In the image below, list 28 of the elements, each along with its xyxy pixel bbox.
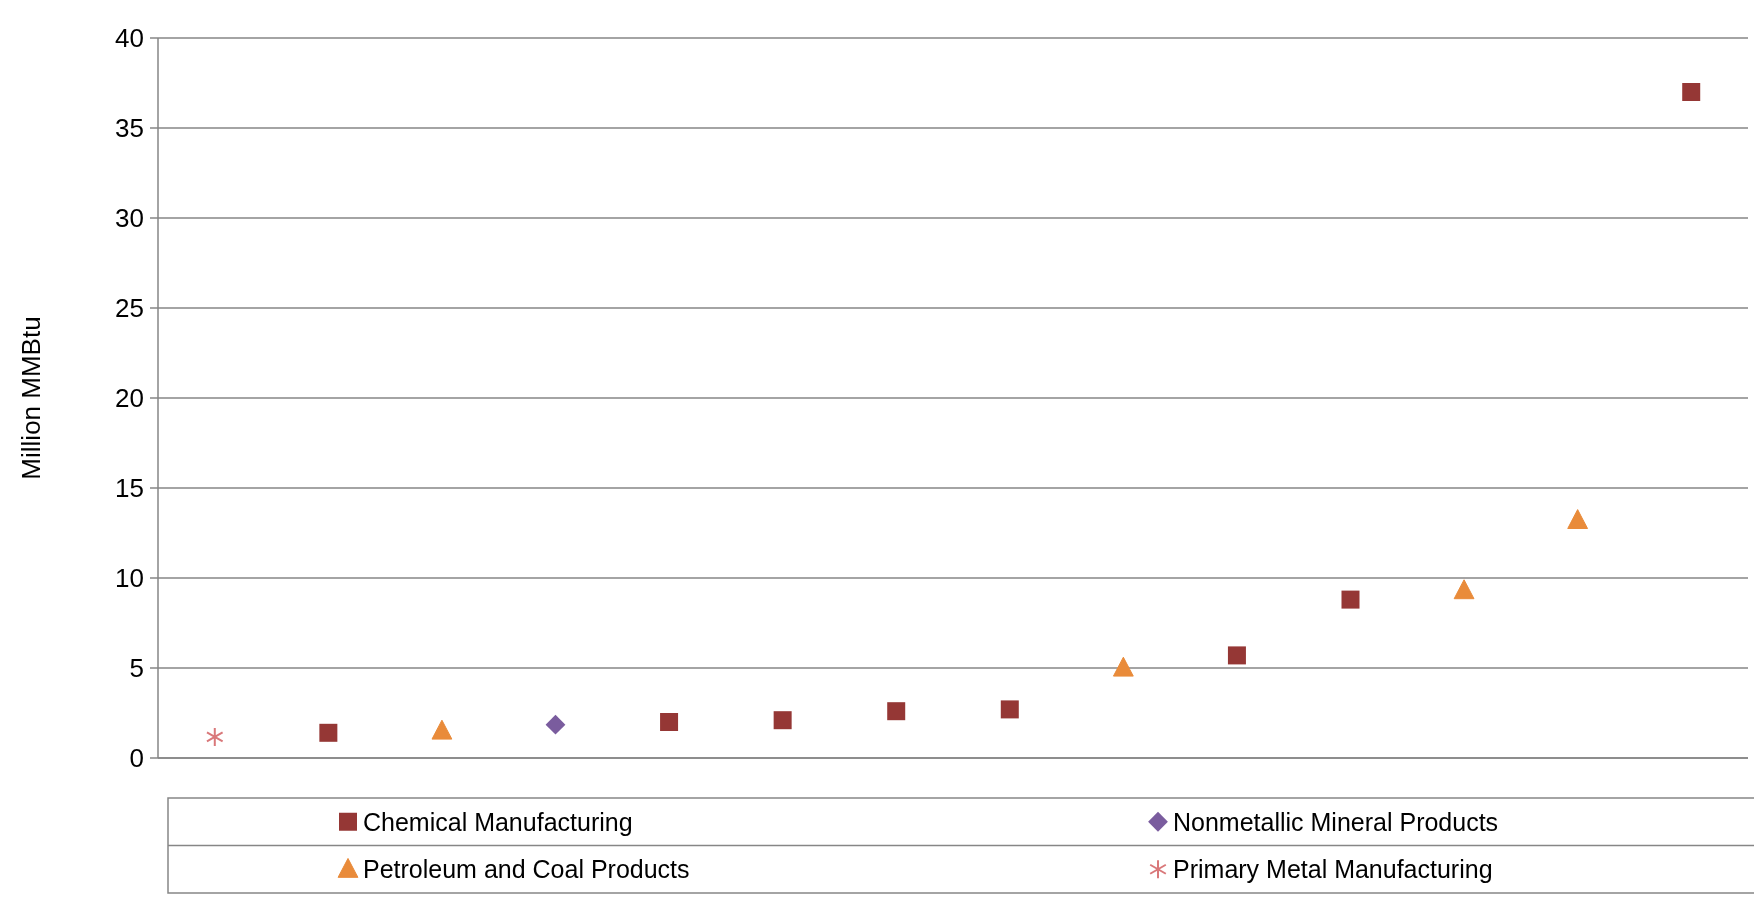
legend-label: Petroleum and Coal Products — [363, 855, 690, 883]
point — [1227, 646, 1246, 665]
point — [431, 719, 453, 740]
y-tick-label: 30 — [115, 203, 144, 234]
point — [545, 714, 566, 735]
y-axis-title: Million MMBtu — [16, 316, 46, 480]
y-tick-label: 15 — [115, 473, 144, 504]
point — [1112, 656, 1134, 677]
point — [1000, 700, 1019, 719]
point — [1682, 83, 1701, 101]
point — [773, 711, 792, 730]
point — [319, 723, 338, 742]
y-tick-label: 40 — [115, 23, 144, 54]
y-tick-label: 10 — [115, 563, 144, 594]
y-tick-label: 35 — [115, 113, 144, 144]
legend-label: Primary Metal Manufacturing — [1173, 855, 1493, 883]
point — [887, 702, 906, 721]
point — [1567, 509, 1589, 529]
point — [660, 713, 679, 731]
point — [1341, 590, 1360, 609]
legend-label: Nonmetallic Mineral Products — [1173, 807, 1499, 836]
y-tick-label: 0 — [129, 743, 144, 774]
legend-label: Chemical Manufacturing — [363, 807, 633, 836]
y-tick-label: 20 — [115, 383, 144, 414]
y-tick-label: 25 — [115, 293, 144, 324]
point — [205, 726, 224, 747]
y-tick-label: 5 — [129, 653, 144, 684]
point — [1453, 579, 1475, 600]
